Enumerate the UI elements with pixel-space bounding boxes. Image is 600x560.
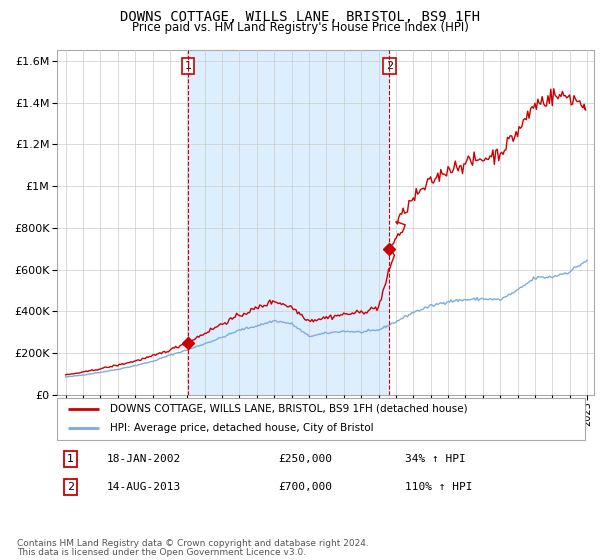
Text: 18-JAN-2002: 18-JAN-2002 (107, 454, 181, 464)
FancyBboxPatch shape (57, 398, 585, 440)
Bar (188, 50, 389, 395)
Text: DOWNS COTTAGE, WILLS LANE, BRISTOL, BS9 1FH: DOWNS COTTAGE, WILLS LANE, BRISTOL, BS9 … (120, 10, 480, 24)
Text: Contains HM Land Registry data © Crown copyright and database right 2024.: Contains HM Land Registry data © Crown c… (17, 539, 368, 548)
Text: This data is licensed under the Open Government Licence v3.0.: This data is licensed under the Open Gov… (17, 548, 306, 557)
Text: DOWNS COTTAGE, WILLS LANE, BRISTOL, BS9 1FH (detached house): DOWNS COTTAGE, WILLS LANE, BRISTOL, BS9 … (110, 404, 467, 414)
Text: Price paid vs. HM Land Registry's House Price Index (HPI): Price paid vs. HM Land Registry's House … (131, 21, 469, 34)
Text: 14-AUG-2013: 14-AUG-2013 (107, 482, 181, 492)
Text: HPI: Average price, detached house, City of Bristol: HPI: Average price, detached house, City… (110, 423, 373, 433)
Text: 2: 2 (386, 61, 393, 71)
Text: 110% ↑ HPI: 110% ↑ HPI (406, 482, 473, 492)
Text: £700,000: £700,000 (279, 482, 333, 492)
Text: 1: 1 (67, 454, 74, 464)
Text: 1: 1 (185, 61, 192, 71)
Text: 2: 2 (67, 482, 74, 492)
Text: 34% ↑ HPI: 34% ↑ HPI (406, 454, 466, 464)
Text: £250,000: £250,000 (279, 454, 333, 464)
